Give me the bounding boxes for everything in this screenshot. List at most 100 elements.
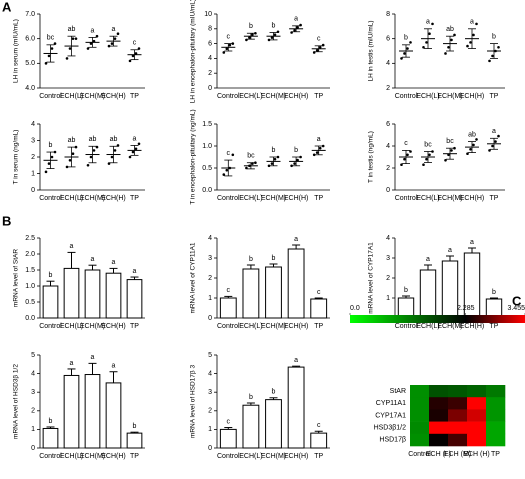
- data-point: [225, 47, 229, 51]
- x-tick-label: Control: [395, 323, 418, 330]
- y-tick-label: 2: [31, 154, 35, 161]
- data-point: [293, 28, 296, 32]
- significance-label: ab: [68, 26, 76, 33]
- data-point: [469, 41, 472, 44]
- x-tick-label: ECH(M): [80, 195, 105, 202]
- y-tick-label: 1: [208, 426, 212, 433]
- y-tick-label: 1.5: [25, 267, 35, 274]
- data-point: [131, 150, 135, 154]
- data-point: [315, 48, 319, 52]
- heatmap-cell: [410, 385, 430, 398]
- y-tick-label: 2: [386, 85, 390, 92]
- x-tick-label: TP: [490, 93, 499, 100]
- significance-label: bc: [424, 141, 432, 148]
- significance-label: a: [294, 357, 298, 364]
- heatmap-cell: [429, 433, 449, 447]
- bar: [419, 269, 437, 319]
- y-axis-label: LH in serum (mIU/mL): [13, 19, 20, 83]
- significance-label: b: [272, 147, 276, 154]
- x-tick-label: ECH(M): [261, 323, 286, 330]
- data-point: [318, 146, 322, 150]
- x-tick-label: ECH(H): [101, 93, 126, 100]
- data-point: [248, 36, 251, 39]
- data-point: [425, 41, 428, 44]
- data-point: [50, 155, 54, 159]
- data-point: [450, 149, 453, 152]
- y-tick-label: 1: [208, 295, 212, 302]
- y-tick-label: 6.0: [25, 36, 35, 43]
- data-point: [270, 162, 274, 165]
- x-tick-label: Control: [395, 195, 418, 202]
- data-point: [113, 149, 117, 152]
- data-point: [137, 142, 141, 146]
- y-tick-label: 0: [31, 445, 35, 452]
- significance-label: a: [492, 128, 496, 135]
- heatmap-cell: [467, 385, 487, 398]
- y-tick-label: 2: [208, 275, 212, 282]
- heatmap-cell: [429, 421, 449, 435]
- data-point: [231, 42, 235, 45]
- x-tick-label: ECH(L): [60, 453, 83, 460]
- data-point: [409, 41, 412, 44]
- y-tick-label: 5: [31, 352, 35, 359]
- bar: [265, 266, 282, 319]
- x-tick-label: ECH(L): [239, 453, 262, 460]
- data-point: [444, 52, 447, 55]
- x-tick-label: TP: [490, 195, 499, 202]
- significance-label: ab: [89, 136, 97, 143]
- heatmap-cell: [486, 397, 506, 410]
- y-tick-label: 4: [386, 60, 390, 67]
- significance-label: b: [249, 394, 253, 401]
- bar: [219, 428, 237, 449]
- data-point: [273, 157, 277, 161]
- panel-label: A: [2, 0, 12, 14]
- x-tick-label: Control: [217, 93, 240, 100]
- data-point: [431, 150, 434, 153]
- colorbar-label: 3.455: [507, 305, 525, 312]
- row-label: HSD17β: [379, 437, 406, 444]
- x-tick-label: Control: [39, 323, 62, 330]
- data-point: [68, 47, 72, 50]
- significance-label: c: [317, 36, 321, 43]
- y-tick-label: 8: [208, 26, 212, 33]
- x-tick-label: ECH(M): [437, 195, 462, 202]
- y-axis-label: T in encephalon-pituitary (ng/mL): [190, 109, 197, 204]
- heatmap-cell: [429, 385, 449, 398]
- significance-label: a: [70, 360, 74, 367]
- y-tick-label: 2: [386, 275, 390, 282]
- data-point: [296, 158, 299, 162]
- data-point: [431, 22, 434, 26]
- significance-label: ab: [468, 131, 476, 138]
- data-point: [86, 47, 90, 50]
- data-point: [293, 162, 296, 165]
- x-tick-label: TP: [314, 93, 323, 100]
- bar: [63, 374, 80, 449]
- significance-label: b: [272, 22, 276, 29]
- x-tick-label: ECH(L): [239, 323, 262, 330]
- x-tick-label: ECH(H): [460, 93, 485, 100]
- row-label: StAR: [390, 388, 406, 395]
- bar: [42, 285, 59, 319]
- x-tick-label: ECH(L): [416, 93, 439, 100]
- data-point: [422, 46, 425, 49]
- data-point: [403, 52, 406, 55]
- significance-label: a: [91, 256, 95, 263]
- heatmap-cell: [486, 433, 506, 447]
- data-point: [89, 42, 93, 45]
- significance-label: a: [448, 247, 452, 254]
- x-tick-label: ECH(H): [460, 195, 485, 202]
- data-point: [488, 149, 491, 152]
- bar: [310, 298, 328, 319]
- x-tick-label: Control: [39, 453, 62, 460]
- y-tick-label: 0: [208, 85, 212, 92]
- x-tick-label: ECH(H): [101, 323, 126, 330]
- data-point: [450, 38, 453, 42]
- y-tick-label: 2.5: [25, 235, 35, 242]
- y-axis-label: LH in encephalon-pituitary (mIU/mL): [190, 0, 197, 103]
- data-point: [488, 59, 491, 63]
- significance-label: c: [227, 150, 231, 157]
- data-point: [472, 143, 475, 147]
- bar: [105, 272, 122, 319]
- data-point: [254, 161, 257, 165]
- data-point: [228, 43, 232, 47]
